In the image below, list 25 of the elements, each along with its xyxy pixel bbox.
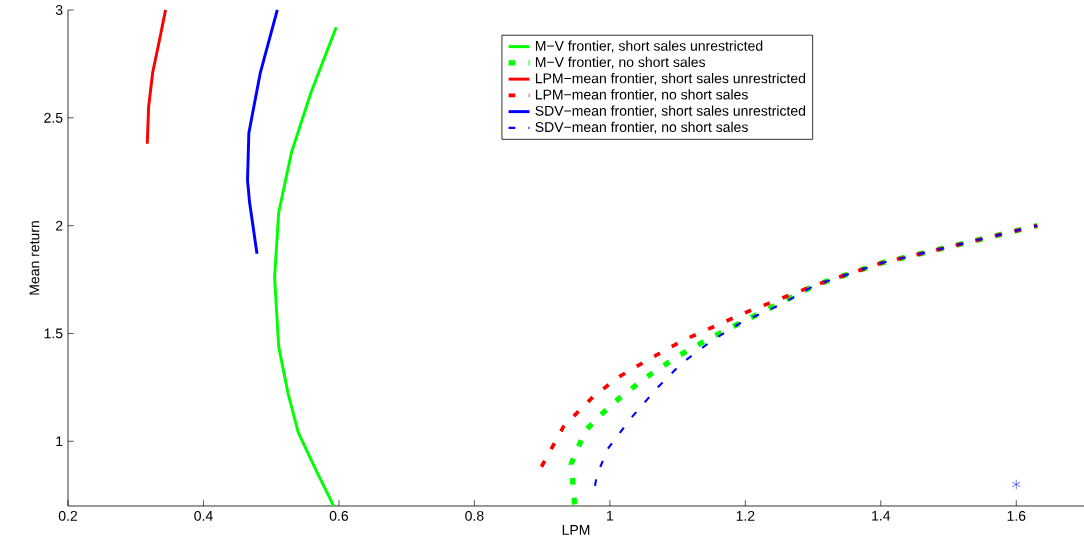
line-series — [539, 223, 1040, 469]
legend-label: M−V frontier, no short sales — [535, 56, 706, 69]
x-tick-label: 1 — [607, 510, 614, 521]
legend-label: SDV−mean frontier, no short sales — [535, 121, 748, 134]
line-series — [246, 8, 279, 256]
y-tick-label: 2.5 — [44, 112, 63, 123]
line-series — [145, 8, 168, 146]
legend-label: SDV−mean frontier, short sales unrestricted — [535, 105, 806, 118]
y-tick-label: 3 — [55, 5, 63, 15]
x-tick-label: 0.4 — [194, 510, 213, 521]
x-tick-label: 1.2 — [736, 510, 755, 521]
y-tick-label: 1 — [56, 436, 63, 447]
x-tick-label: 0.2 — [58, 510, 78, 521]
legend-label: LPM−mean frontier, no short sales — [535, 89, 748, 102]
y-tick-label: 2 — [56, 220, 63, 231]
line-series — [273, 25, 338, 508]
x-tick-label: 0.8 — [465, 510, 484, 521]
x-tick-label: 1.6 — [1007, 510, 1026, 521]
y-tick-label: 1.5 — [44, 328, 63, 339]
x-tick-label: 0.6 — [329, 510, 349, 521]
legend-label: M−V frontier, short sales unrestricted — [535, 40, 763, 53]
x-tick-label: 1.4 — [872, 510, 891, 521]
legend-label: LPM−mean frontier, short sales unrestricted — [535, 73, 806, 85]
y-axis-title: Mean return — [29, 221, 40, 295]
x-axis-title: LPM — [562, 525, 590, 535]
